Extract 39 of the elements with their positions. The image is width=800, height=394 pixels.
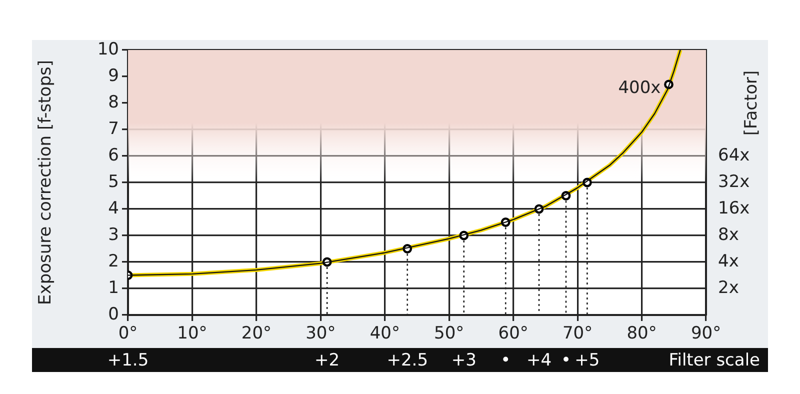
y-tick-label: 9 [108,66,119,86]
annotation: +2 [314,350,340,370]
y-tick-label: 10 [97,39,119,60]
x-tick-label: 60° [498,324,528,344]
y-tick-label: 6 [108,145,119,166]
annotation: 400x [618,78,661,98]
y2-tick-label: 16x [718,198,750,218]
annotation: +2.5 [386,350,428,370]
y2-tick-label: 8x [718,224,739,245]
x-tick-label: 70° [562,324,593,344]
x-tick-label: 90° [690,324,722,344]
y-axis-title: Exposure correction [f-stops] [36,60,56,305]
x-tick-label: 20° [241,324,272,344]
annotation: +3 [451,350,476,370]
y-tick-label: 5 [108,172,119,192]
y-tick-label: 0 [108,304,119,324]
y-tick-label: 1 [108,278,119,298]
x-tick-label: 0° [118,324,138,344]
x-tick-label: 40° [370,324,400,344]
x-tick-label: 80° [626,324,657,344]
y2-tick-label: 32x [718,172,750,192]
x-tick-label: 10° [177,324,208,344]
annotation: +1.5 [107,350,149,370]
x-tick-label: 50° [434,324,464,344]
y2-tick-label: 4x [718,251,739,272]
y-tick-label: 8 [108,92,119,112]
y2-tick-label: 2x [718,278,739,298]
y-tick-label: 2 [108,251,119,272]
text: Filter scale [668,350,760,370]
y-tick-label: 4 [108,198,119,218]
y2-axis-title: [Factor] [741,70,762,136]
y-tick-label: 7 [108,118,119,139]
y-tick-label: 3 [108,224,119,245]
annotation: • [500,350,511,370]
annotation: +4 [526,350,552,370]
x-tick-label: 30° [306,324,336,344]
annotation: +5 [574,350,600,370]
y2-tick-label: 64x [718,145,750,166]
annotation: • [560,350,572,370]
